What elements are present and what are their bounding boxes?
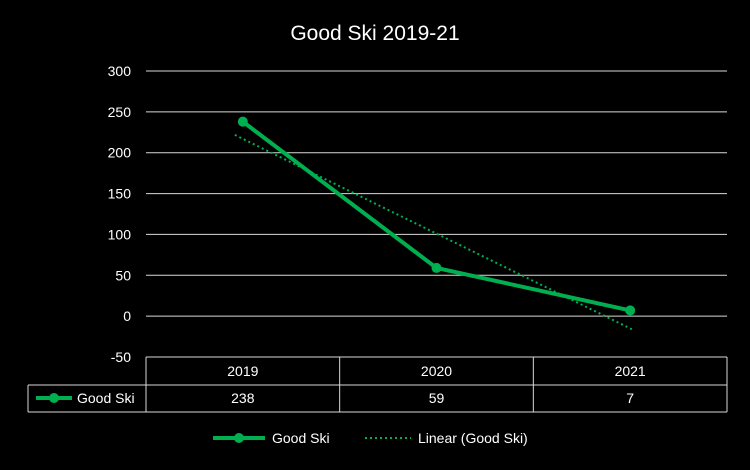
trendline-line [234, 134, 633, 331]
data-table-value: 59 [429, 390, 445, 406]
gridlines [146, 70, 727, 358]
data-table-value: 238 [231, 390, 255, 406]
y-tick-label: 0 [123, 308, 131, 324]
y-tick-label: 200 [108, 145, 132, 161]
y-tick-label: 250 [108, 104, 132, 120]
data-point [625, 305, 636, 316]
series-good-ski [237, 116, 636, 316]
x-category-label: 2021 [615, 363, 646, 379]
y-tick-label: -50 [111, 349, 131, 365]
legend-key-marker [234, 433, 244, 443]
x-category-label: 2020 [421, 363, 452, 379]
x-category-label: 2019 [227, 363, 258, 379]
data-table: 2019 2020 2021 Good Ski 238 59 7 [27, 356, 728, 413]
data-point [237, 116, 248, 127]
chart-title: Good Ski 2019-21 [290, 22, 459, 45]
data-point [431, 262, 442, 273]
legend-label: Good Ski [272, 430, 330, 446]
series-line [241, 120, 631, 313]
trendline [234, 134, 633, 331]
legend-label: Linear (Good Ski) [418, 430, 528, 446]
data-table-value: 7 [626, 390, 634, 406]
y-tick-label: 100 [108, 226, 132, 242]
table-legend-key-marker [49, 393, 59, 403]
y-tick-label: 150 [108, 186, 132, 202]
y-tick-label: 300 [108, 63, 132, 79]
y-tick-label: 50 [115, 267, 131, 283]
y-axis: 300 250 200 150 100 50 0 -50 [108, 63, 132, 365]
table-series-name: Good Ski [77, 390, 135, 406]
legend: Good Ski Linear (Good Ski) [213, 430, 528, 446]
